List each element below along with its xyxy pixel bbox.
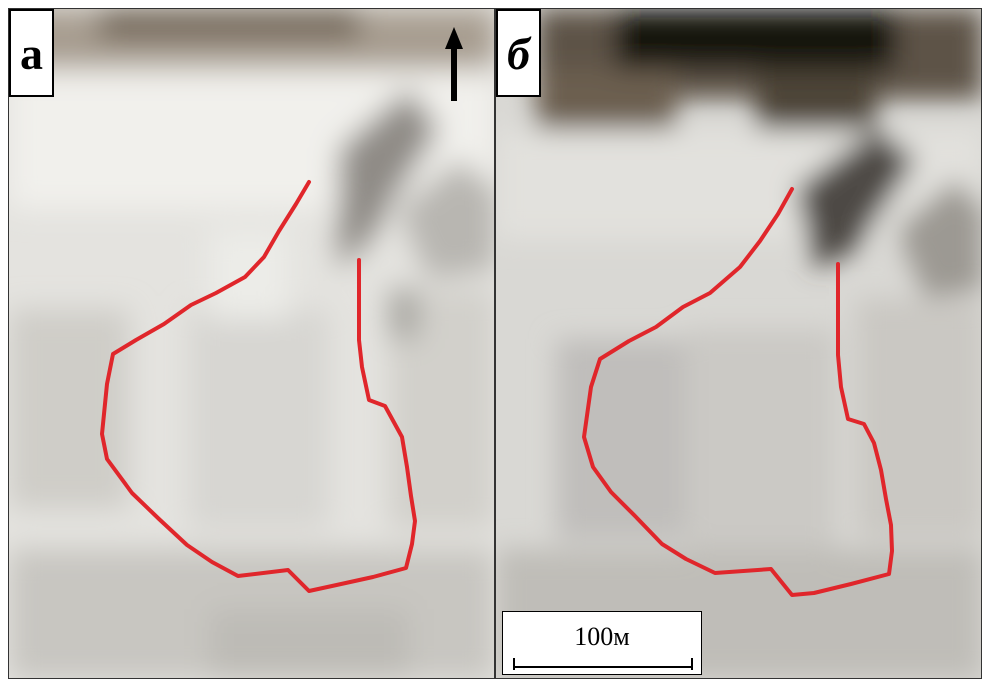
panel-label-b: б	[496, 9, 541, 97]
outline-b	[582, 187, 894, 597]
scale-bar-line	[513, 658, 693, 670]
outline-a	[100, 180, 417, 593]
scale-bar: 100м	[502, 611, 702, 675]
panel-label-a: а	[9, 9, 54, 97]
satellite-image-a	[9, 9, 494, 678]
north-arrow-icon	[445, 27, 463, 101]
image-panel-a: а	[8, 8, 495, 679]
satellite-image-b	[496, 9, 981, 678]
scale-bar-label: 100м	[574, 622, 630, 651]
image-panel-b: б 100м	[495, 8, 982, 679]
